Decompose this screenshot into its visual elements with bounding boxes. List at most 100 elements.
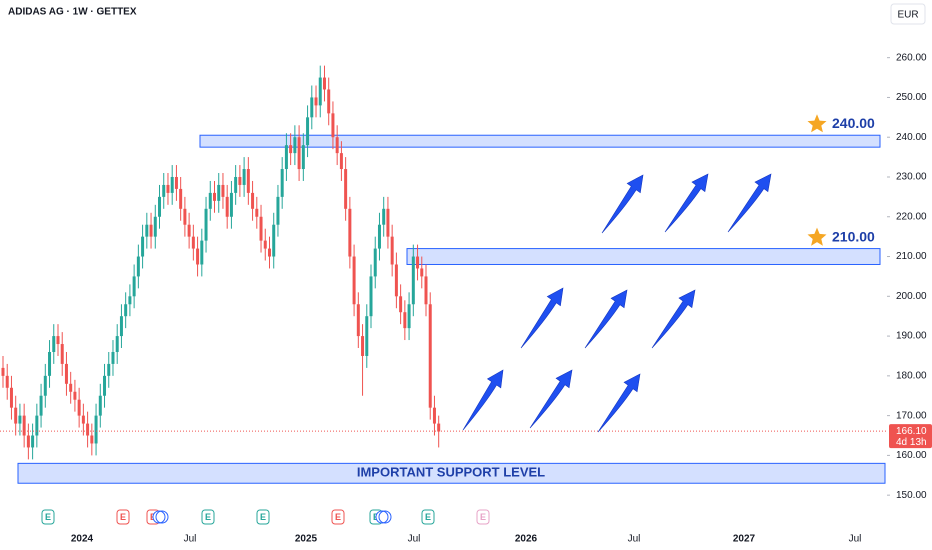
arrow [597,373,641,433]
x-tick-label: 2026 [515,534,538,545]
candle-body [382,208,386,225]
plot: 150.00 160.00 170.00 180.00 190.00 200.00 210.… [0,52,932,545]
candle-body [386,208,390,237]
candle-body [86,423,90,436]
candle-body [35,415,39,436]
candle-body [225,196,229,217]
dividend-marker [378,510,392,524]
candle-body [115,336,119,352]
dividend-marker [152,510,166,524]
candle-body [272,224,276,257]
y-tick-label: 170.00 [896,410,927,421]
candle-body [18,415,22,424]
candle-body [141,236,145,257]
earnings-marker [41,509,55,525]
candle-body [149,224,153,237]
candle-body [22,415,26,436]
candle-body [297,137,301,170]
candle-body [132,276,136,297]
candle-body [416,256,420,269]
candle-body [339,153,343,170]
candle-body [145,224,149,237]
dividend-marker [375,510,389,524]
candle-body [365,316,369,356]
candle-body [14,407,18,424]
candle-body [200,240,204,265]
candle-body [69,383,73,392]
candle-body [306,117,310,146]
candle-body [191,236,195,249]
candle-body [1,367,5,376]
candle-body [90,435,94,444]
earnings-marker [201,509,215,525]
earnings-marker [331,509,345,525]
candle-body [352,256,356,305]
candle-body [369,276,373,317]
x-tick-label: Jul [408,534,421,545]
candle-body [60,344,64,364]
candle-body [411,256,415,305]
candle-body [407,304,411,329]
chart-title: ADIDAS AG · 1W · GETTEX [8,7,137,18]
candle-body [187,224,191,237]
earnings-label: E [425,512,431,522]
currency-box[interactable] [890,3,926,25]
candle-body [420,268,424,277]
candle-body [183,208,187,225]
candle-body [64,363,68,384]
arrow [584,289,628,349]
currency[interactable]: EUR [897,10,918,21]
candle-body [403,312,407,329]
candle-body [322,77,326,90]
earnings-marker [256,509,270,525]
candle-body [73,391,77,400]
candle-body [204,208,208,241]
candle-body [390,236,394,265]
x-tick-label: 2027 [733,534,756,545]
candle-body [437,423,441,432]
candle-body [208,192,212,209]
candle-body [81,415,85,424]
candle-body [128,296,132,305]
arrow [462,369,504,431]
x-tick-label: 2024 [71,534,94,545]
candle-body [107,363,111,376]
y-tick-label: 180.00 [896,370,927,381]
candle-body [119,316,123,337]
candle-body [124,304,128,317]
candle-body [43,375,47,396]
candle-body [263,240,267,249]
zone-label: 240.00 [832,115,875,131]
earnings-marker [116,509,130,525]
candle-body [432,407,436,424]
candle-body [31,435,35,448]
candle-body [158,196,162,217]
candle-body [399,296,403,313]
candle-body [373,248,377,277]
candle-body [255,208,259,217]
zone-label: IMPORTANT SUPPORT LEVEL [357,465,545,480]
earnings-marker [476,509,490,525]
candle-body [162,184,166,197]
candle-body [26,435,30,448]
y-tick-label: 150.00 [896,490,927,501]
zone [199,134,881,148]
candle-body [276,196,280,225]
candle-body [284,145,288,170]
candle-body [217,184,221,201]
x-tick-label: Jul [849,534,862,545]
x-tick-label: 2025 [295,534,318,545]
candle-body [9,387,13,408]
zone [406,248,881,265]
earnings-label: E [335,512,341,522]
candle-body [259,216,263,241]
candle-body [103,375,107,396]
candle-body [111,351,115,364]
candle-body [394,264,398,297]
y-tick-label: 200.00 [896,291,927,302]
candle-body [234,176,238,193]
earnings-label: E [45,512,51,522]
candle-body [170,176,174,193]
candle-body [361,336,365,356]
